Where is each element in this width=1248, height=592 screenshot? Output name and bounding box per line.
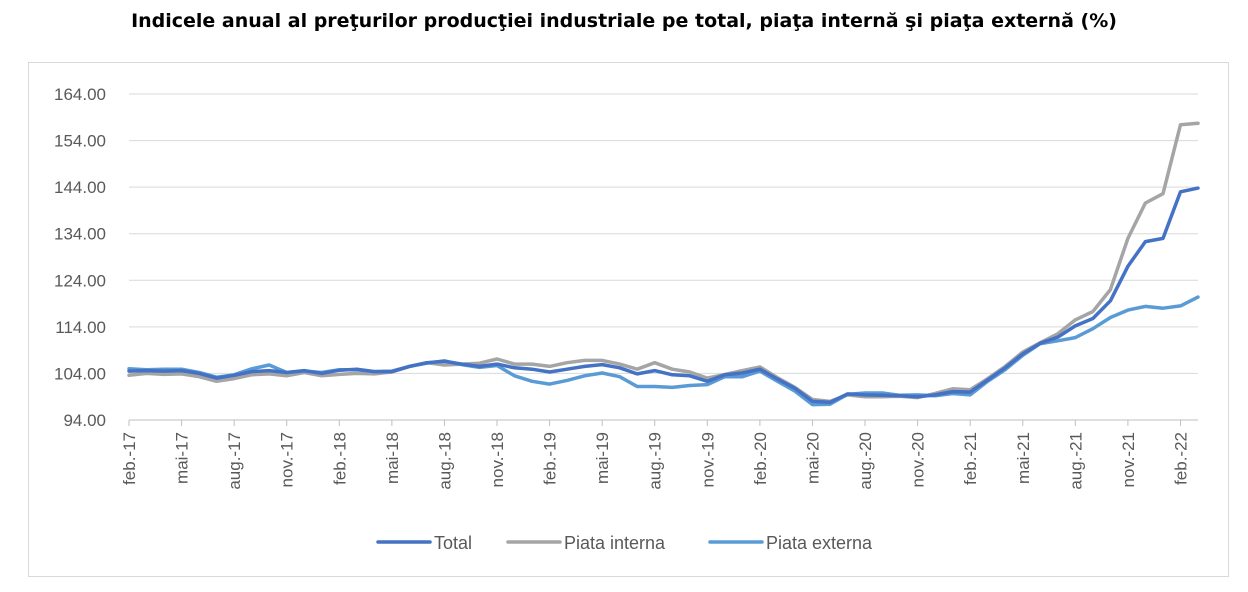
legend-label: Piata externa bbox=[766, 533, 873, 553]
y-tick-label: 154.00 bbox=[54, 132, 106, 151]
y-tick-label: 164.00 bbox=[54, 85, 106, 104]
x-tick-label: nov.-18 bbox=[488, 432, 507, 487]
x-tick-label: aug.-17 bbox=[225, 432, 244, 490]
x-tick-label: aug.-20 bbox=[856, 432, 875, 490]
x-tick-label: feb.-22 bbox=[1171, 432, 1190, 485]
x-axis: feb.-17 mai-17 aug.-17 nov.-17 feb.-18 mai-18… bbox=[120, 419, 1198, 490]
x-tick-label: aug.-21 bbox=[1066, 432, 1085, 490]
series-lines bbox=[127, 121, 1200, 407]
x-tick-label: nov.-19 bbox=[698, 432, 717, 487]
chart-title: Indicele anual al preţurilor producţiei … bbox=[131, 10, 1117, 32]
x-tick-label: nov.-17 bbox=[278, 432, 297, 487]
gridlines bbox=[129, 93, 1198, 374]
y-tick-label: 94.00 bbox=[63, 411, 106, 430]
x-tick-label: feb.-20 bbox=[751, 432, 770, 485]
y-tick-label: 134.00 bbox=[54, 225, 106, 244]
y-tick-label: 124.00 bbox=[54, 271, 106, 290]
y-tick-label: 144.00 bbox=[54, 178, 106, 197]
y-tick-label: 104.00 bbox=[54, 364, 106, 383]
chart-frame bbox=[28, 62, 1229, 577]
series-line-piata-interna bbox=[127, 121, 1200, 404]
x-tick-label: nov.-21 bbox=[1119, 432, 1138, 487]
x-tick-label: nov.-20 bbox=[909, 432, 928, 487]
x-tick-label: mai-19 bbox=[593, 432, 612, 484]
x-tick-label: feb.-19 bbox=[541, 432, 560, 485]
x-tick-label: aug.-19 bbox=[646, 432, 665, 490]
legend-label: Total bbox=[434, 533, 472, 553]
legend: Total Piata interna Piata externa bbox=[376, 533, 873, 553]
x-tick-label: aug.-18 bbox=[435, 432, 454, 490]
y-axis-ticks: 164.00 154.00 144.00 134.00 124.00 114.00 104.… bbox=[54, 85, 106, 430]
x-tick-label: mai-21 bbox=[1014, 432, 1033, 484]
x-tick-label: mai-17 bbox=[173, 432, 192, 484]
x-tick-label: feb.-18 bbox=[330, 432, 349, 485]
x-tick-label: feb.-21 bbox=[961, 432, 980, 485]
x-tick-label: mai-18 bbox=[383, 432, 402, 484]
x-tick-label: mai-20 bbox=[803, 432, 822, 484]
series-line-total bbox=[127, 186, 1200, 405]
y-tick-label: 114.00 bbox=[55, 318, 106, 337]
series-line-piata-externa bbox=[127, 295, 1200, 407]
x-tick-label: feb.-17 bbox=[120, 432, 139, 485]
legend-label: Piata interna bbox=[564, 533, 666, 553]
